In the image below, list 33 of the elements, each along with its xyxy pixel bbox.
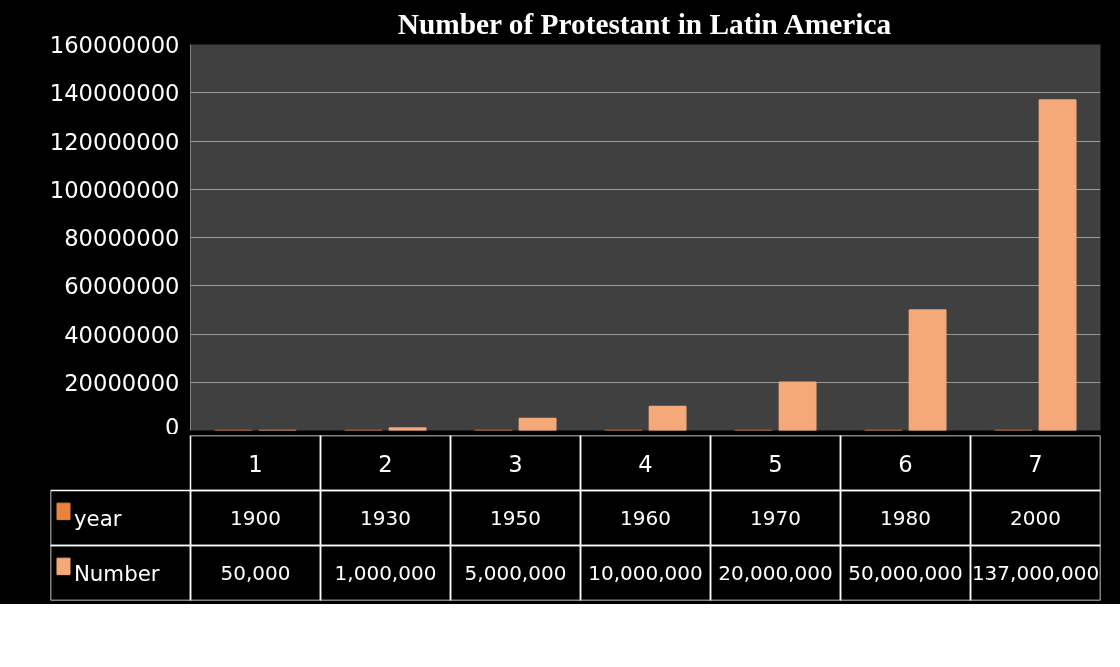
x-tick-label: 1 <box>248 450 263 477</box>
x-tick-label: 7 <box>1028 450 1043 477</box>
x-tick-label: 5 <box>768 450 783 477</box>
data-label: 50,000 <box>220 561 291 585</box>
chart-title: Number of Protestant in Latin America <box>397 7 892 40</box>
data-label: 5,000,000 <box>464 561 567 585</box>
data-label: 1950 <box>490 506 541 530</box>
data-label: 1900 <box>230 506 281 530</box>
y-tick-label: 60000000 <box>64 273 180 300</box>
data-label: 10,000,000 <box>588 561 703 585</box>
y-tick-label: 160000000 <box>49 32 180 58</box>
data-label: 1980 <box>880 506 931 530</box>
data-label: 50,000,000 <box>848 561 963 585</box>
x-tick-label: 6 <box>898 450 913 477</box>
legend-label: Number <box>73 560 160 586</box>
y-tick-label: 80000000 <box>64 225 180 251</box>
y-tick-label: 40000000 <box>64 321 180 348</box>
y-tick-label: 0 <box>165 413 180 440</box>
data-label: 2000 <box>1010 506 1061 530</box>
y-tick-label: 20000000 <box>64 369 180 396</box>
legend-label: year <box>73 505 122 531</box>
data-label: 137,000,000 <box>971 561 1100 585</box>
data-label: 20,000,000 <box>718 561 833 585</box>
data-label: 1,000,000 <box>334 561 437 585</box>
x-tick-label: 2 <box>378 450 393 477</box>
data-label: 1960 <box>620 506 671 530</box>
y-tick-label: 100000000 <box>49 176 180 203</box>
y-tick-label: 140000000 <box>49 80 180 107</box>
x-tick-label: 3 <box>508 450 523 477</box>
data-label: 1970 <box>750 506 801 530</box>
data-label: 1930 <box>360 506 411 530</box>
y-tick-label: 120000000 <box>49 128 180 155</box>
x-tick-label: 4 <box>638 450 653 477</box>
